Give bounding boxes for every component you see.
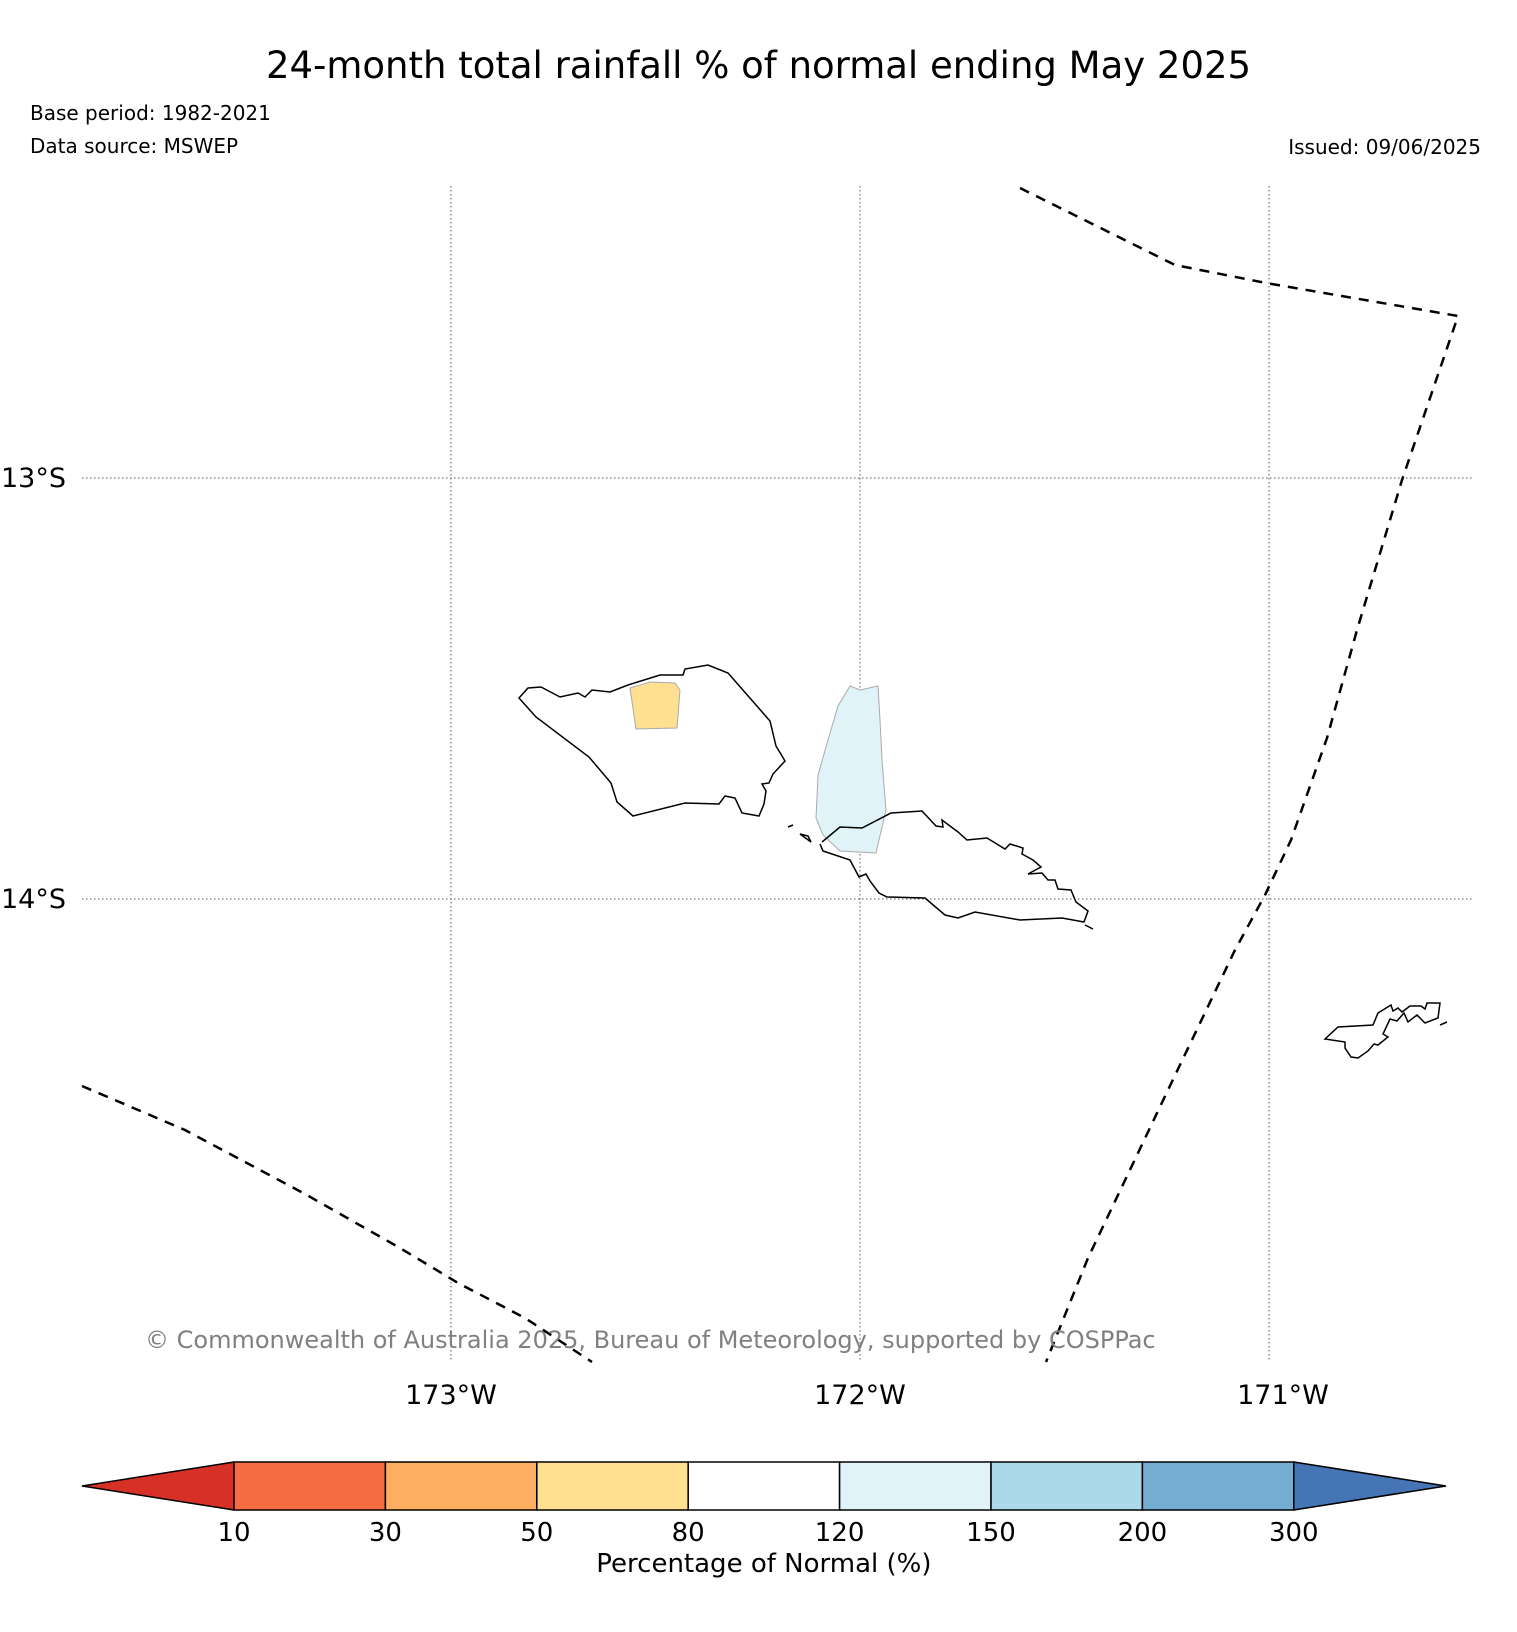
colorbar-segment: [233, 1461, 387, 1511]
eez-boundary-southwest: [81, 1084, 593, 1364]
colorbar-segment: [536, 1461, 689, 1511]
colorbar-tick-label: 150: [966, 1518, 1016, 1548]
colorbar: 10 30 50 80 120 150 200 300 Percentage of Normal…: [81, 1461, 1447, 1579]
colorbar-tick-label: 30: [369, 1518, 402, 1548]
colorbar-segment: [384, 1461, 538, 1511]
issued-date: Issued: 09/06/2025: [1288, 135, 1481, 159]
copyright-notice: © Commonwealth of Australia 2025, Bureau…: [145, 1326, 1156, 1354]
savaii-rainfall-fill: [629, 681, 681, 730]
upolu-coastline: [819, 810, 1089, 923]
coastlines: [517, 664, 1448, 1059]
colorbar-title: Percentage of Normal (%): [596, 1549, 931, 1579]
lon-label-173w: 173°W: [405, 1380, 497, 1411]
savaii-coastline: [517, 664, 786, 817]
tutuila-coastline: [1323, 1002, 1441, 1059]
tutuila-east-tip: [1439, 1021, 1448, 1026]
lon-label-172w: 172°W: [814, 1380, 906, 1411]
data-source: Data source: MSWEP: [30, 134, 239, 158]
eez-boundary-northeast: [1019, 186, 1460, 1363]
upolu-east-tip: [1084, 924, 1094, 930]
upolu-rainfall-fill: [815, 685, 887, 854]
colorbar-segment: [838, 1461, 992, 1511]
base-period: Base period: 1982-2021: [30, 101, 271, 125]
colorbar-extend-low: [81, 1461, 235, 1511]
lon-label-171w: 171°W: [1237, 1380, 1329, 1411]
colorbar-extend-high: [1293, 1461, 1447, 1511]
colorbar-segment: [687, 1461, 841, 1511]
lat-label-14s: 14°S: [1, 884, 66, 915]
colorbar-tick-label: 10: [217, 1518, 250, 1548]
eez-boundaries: [81, 186, 1460, 1364]
colorbar-tick-label: 200: [1118, 1518, 1168, 1548]
colorbar-segment: [1141, 1461, 1295, 1511]
colorbar-tick-label: 80: [672, 1518, 705, 1548]
manono-islet: [799, 833, 812, 843]
colorbar-tick-label: 50: [520, 1518, 553, 1548]
colorbar-segment: [990, 1461, 1144, 1511]
map-title: 24-month total rainfall % of normal endi…: [265, 44, 1252, 87]
colorbar-tick-label: 120: [815, 1518, 865, 1548]
colorbar-tick-label: 300: [1269, 1518, 1319, 1548]
gridlines: [82, 186, 1474, 1362]
lat-label-13s: 13°S: [1, 463, 66, 494]
apolima-islet: [787, 824, 794, 828]
